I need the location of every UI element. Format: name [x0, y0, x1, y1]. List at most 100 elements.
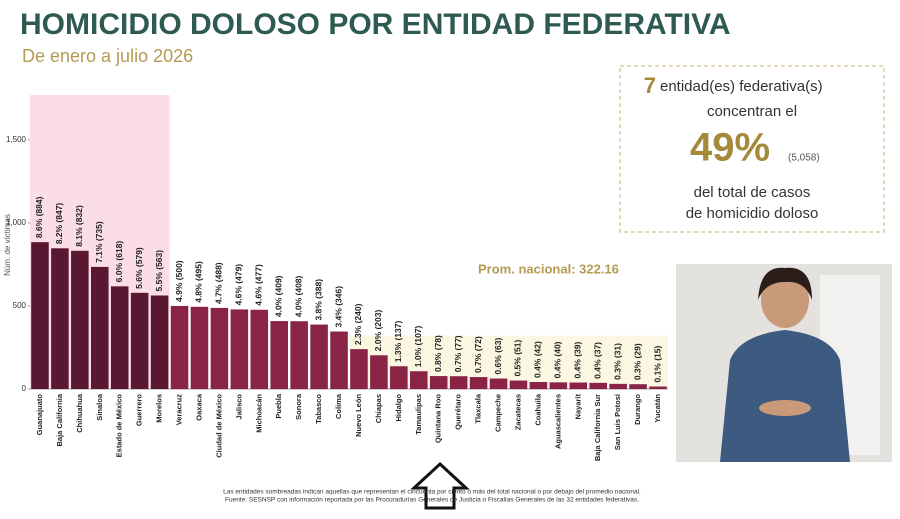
bar	[31, 242, 49, 389]
panel-text: entidad(es) federativa(s)	[660, 78, 823, 95]
value-label: 4.0% (408)	[293, 275, 303, 317]
x-tick-label: Sonora	[294, 393, 303, 420]
value-label: 5.5% (563)	[154, 250, 164, 292]
bar	[410, 371, 428, 389]
x-tick-label: Tabasco	[314, 394, 323, 424]
bar	[150, 295, 169, 389]
bar	[529, 382, 548, 389]
bar	[370, 355, 388, 389]
x-tick-label: Baja California Sur	[593, 394, 602, 461]
value-label: 0.8% (78)	[433, 335, 443, 372]
bar	[429, 376, 448, 389]
x-tick-label: Nuevo León	[354, 394, 363, 437]
value-label: 0.3% (29)	[632, 343, 642, 380]
bar	[110, 286, 129, 389]
value-label: 1.0% (107)	[413, 325, 423, 367]
interpreter-video	[676, 264, 892, 462]
bar	[469, 377, 488, 389]
bar	[449, 376, 468, 389]
x-tick-label: Chiapas	[374, 394, 383, 423]
value-label: 3.4% (346)	[333, 286, 343, 328]
bar	[310, 324, 328, 389]
x-tick-label: Oaxaca	[194, 393, 203, 421]
bar	[489, 378, 508, 389]
footnote: Fuente: SESNSP con información reportada…	[225, 497, 639, 504]
bar	[51, 248, 69, 389]
value-label: 4.6% (479)	[234, 264, 244, 306]
x-tick-label: Estado de México	[115, 394, 124, 458]
value-label: 8.6% (884)	[34, 196, 44, 238]
value-label: 4.6% (477)	[254, 264, 264, 306]
x-tick-label: Durango	[633, 394, 642, 425]
bar	[270, 321, 288, 389]
panel-text: de homicidio doloso	[686, 205, 819, 222]
bar	[569, 382, 588, 389]
x-tick-label: Morelos	[155, 394, 164, 423]
panel-box	[619, 65, 885, 233]
panel-text: del total de casos	[694, 184, 811, 201]
average-label: Prom. nacional: 322.16	[478, 261, 619, 276]
x-tick-label: Ciudad de México	[214, 394, 223, 458]
x-tick-label: Tamaulipas	[414, 394, 423, 435]
chart-title: HOMICIDIO DOLOSO POR ENTIDAD FEDERATIVA	[20, 8, 731, 41]
x-tick-label: Quintana Roo	[434, 394, 443, 444]
x-tick-label: Sinaloa	[95, 393, 104, 421]
bar	[390, 366, 408, 389]
value-label: 5.6% (579)	[134, 247, 144, 289]
bar	[549, 382, 568, 389]
bar	[629, 384, 647, 389]
x-tick-label: Veracruz	[175, 394, 184, 426]
y-tick-label: 1,000	[6, 218, 27, 227]
bar	[509, 380, 528, 389]
bar	[250, 309, 269, 389]
x-tick-label: Yucatán	[653, 394, 662, 423]
panel-total: (5,058)	[788, 153, 820, 164]
value-label: 0.4% (37)	[592, 342, 602, 379]
bar	[91, 266, 109, 389]
value-label: 6.0% (618)	[114, 241, 124, 283]
x-tick-label: Chihuahua	[75, 393, 84, 433]
y-tick-label: 0	[22, 384, 27, 393]
bar	[350, 349, 368, 389]
x-tick-label: Puebla	[274, 393, 283, 418]
bar	[230, 309, 249, 389]
panel-text: concentran el	[707, 103, 797, 120]
value-label: 0.4% (39)	[573, 342, 583, 379]
x-tick-label: Coahuila	[533, 393, 542, 425]
bar	[130, 292, 149, 389]
x-tick-label: Querétaro	[454, 394, 463, 430]
x-tick-label: Tlaxcala	[474, 393, 483, 423]
plot: Prom. nacional: 322.16 0 500 1,000 1,500 8.6%…	[6, 95, 668, 461]
value-label: 2.0% (203)	[373, 310, 383, 352]
value-label: 0.1% (15)	[652, 345, 662, 382]
y-tick-label: 500	[13, 301, 27, 310]
value-label: 7.1% (735)	[94, 221, 104, 263]
x-tick-label: Colima	[334, 393, 343, 419]
y-tick-label: 1,500	[6, 135, 27, 144]
value-label: 0.4% (42)	[533, 341, 543, 378]
bar	[71, 250, 89, 389]
value-label: 0.7% (72)	[473, 336, 483, 373]
value-label: 0.6% (63)	[493, 338, 503, 375]
bar	[330, 331, 348, 389]
bar	[210, 307, 229, 389]
value-label: 0.7% (77)	[453, 335, 463, 372]
bar	[190, 306, 209, 389]
x-tick-label: Zacatecas	[513, 394, 522, 430]
x-tick-label: Hidalgo	[394, 394, 403, 422]
panel-percent: 49%	[690, 126, 770, 170]
bar	[589, 382, 607, 389]
value-label: 4.8% (495)	[194, 261, 204, 303]
scroll-arrow	[410, 461, 470, 510]
value-label: 4.9% (500)	[174, 260, 184, 302]
x-tick-label: Guanajuato	[35, 394, 44, 436]
value-label: 2.3% (240)	[353, 303, 363, 345]
x-tick-label: Guerrero	[135, 394, 144, 427]
footnote: Las entidades sombreadas indican aquella…	[223, 489, 641, 496]
chart-subtitle: De enero a julio 2026	[22, 46, 193, 66]
value-label: 4.0% (409)	[273, 275, 283, 317]
y-axis-label: Núm. de víctimas	[3, 214, 12, 276]
x-tick-label: Jalisco	[234, 394, 243, 420]
